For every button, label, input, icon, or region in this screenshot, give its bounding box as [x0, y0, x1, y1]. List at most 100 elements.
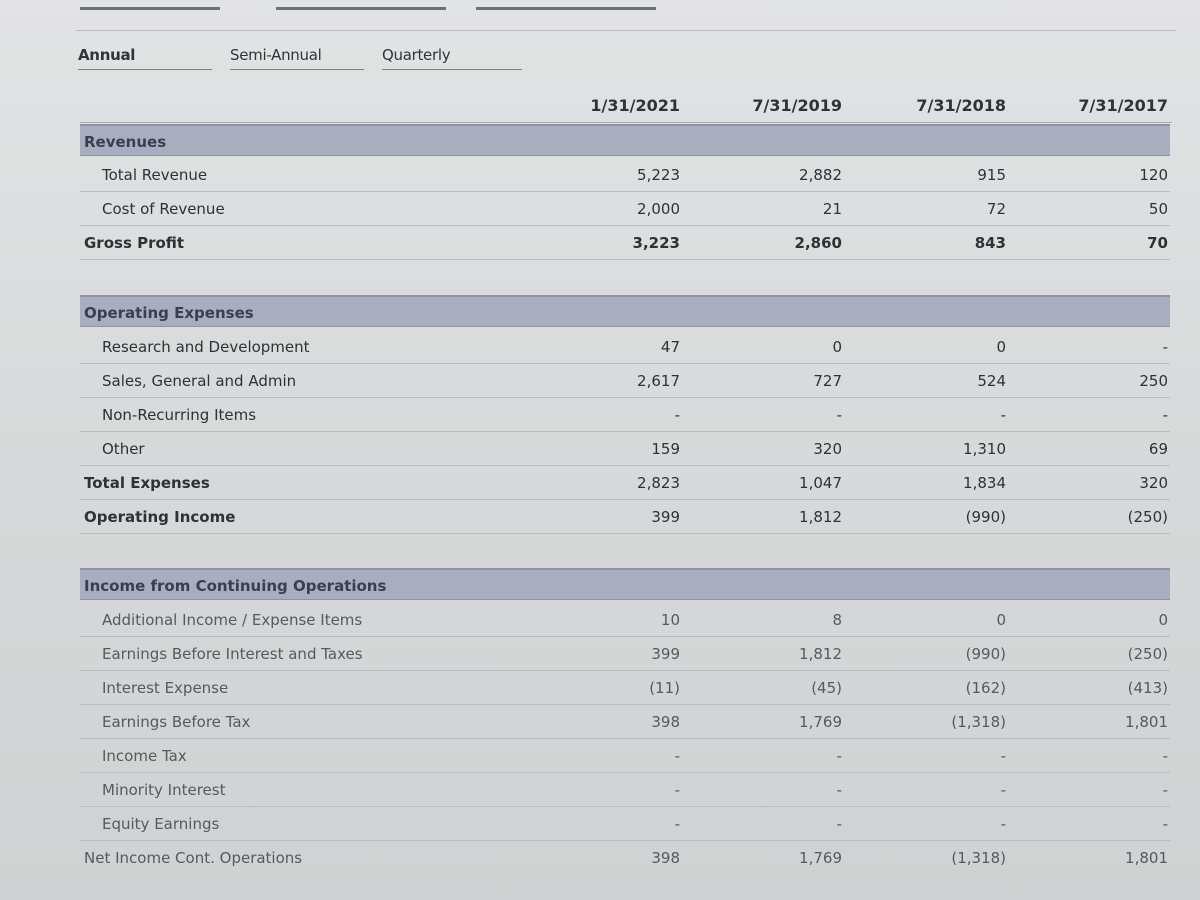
cell-value: 72 [986, 200, 1006, 218]
row-label: Total Expenses [84, 474, 210, 492]
section-title: Revenues [84, 133, 167, 151]
row-label: Gross Profit [84, 234, 185, 252]
cell-value: 2,860 [794, 234, 842, 252]
cell-value: 524 [977, 372, 1006, 390]
row-label: Interest Expense [102, 679, 229, 697]
cell-value: - [836, 781, 842, 799]
table-row-interest-expense: Interest Expense (11) (45) (162) (413) [80, 671, 1170, 705]
row-label: Earnings Before Interest and Taxes [102, 645, 363, 663]
row-label: Net Income Cont. Operations [84, 849, 303, 867]
top-tab-2[interactable] [276, 0, 446, 10]
table-row-income-tax: Income Tax - - - - [80, 739, 1170, 773]
header-divider [80, 122, 1172, 123]
divider [76, 30, 1176, 31]
cell-value: 915 [977, 166, 1006, 184]
section-header-operating-expenses: Operating Expenses [80, 295, 1170, 327]
cell-value: 2,000 [637, 200, 680, 218]
row-label: Earnings Before Tax [102, 713, 251, 731]
column-header-3: 7/31/2018 [916, 96, 1006, 115]
cell-value: 1,769 [799, 713, 842, 731]
cell-value: (990) [965, 508, 1006, 526]
cell-value: 320 [1139, 474, 1168, 492]
row-label: Income Tax [102, 747, 187, 765]
cell-value: - [1162, 338, 1168, 356]
top-tab-1[interactable] [80, 0, 220, 10]
cell-value: 159 [651, 440, 680, 458]
cell-value: - [836, 747, 842, 765]
row-label: Sales, General and Admin [102, 372, 297, 390]
cell-value: - [836, 406, 842, 424]
tab-quarterly[interactable]: Quarterly [382, 44, 522, 70]
cell-value: 10 [660, 611, 680, 629]
top-tab-3[interactable] [476, 0, 656, 10]
table-row-cost-of-revenue: Cost of Revenue 2,000 21 72 50 [80, 192, 1170, 226]
table-row-earnings-before-tax: Earnings Before Tax 398 1,769 (1,318) 1,… [80, 705, 1170, 739]
cell-value: - [674, 747, 680, 765]
table-row-total-expenses: Total Expenses 2,823 1,047 1,834 320 [80, 466, 1170, 500]
cell-value: (45) [811, 679, 842, 697]
cell-value: (11) [649, 679, 680, 697]
table-row-ebit: Earnings Before Interest and Taxes 399 1… [80, 637, 1170, 671]
cell-value: - [1162, 747, 1168, 765]
section-title: Income from Continuing Operations [84, 577, 387, 595]
cell-value: 320 [813, 440, 842, 458]
cell-value: 1,047 [799, 474, 842, 492]
cell-value: 1,834 [963, 474, 1006, 492]
tab-semi-annual[interactable]: Semi-Annual [230, 44, 364, 70]
table-row-additional-income: Additional Income / Expense Items 10 8 0… [80, 603, 1170, 637]
cell-value: (1,318) [951, 849, 1006, 867]
cell-value: 5,223 [637, 166, 680, 184]
cell-value: 399 [651, 508, 680, 526]
cell-value: 1,769 [799, 849, 842, 867]
cell-value: 120 [1139, 166, 1168, 184]
cell-value: 1,801 [1125, 713, 1168, 731]
table-row-non-recurring: Non-Recurring Items - - - - [80, 398, 1170, 432]
cell-value: - [674, 815, 680, 833]
cell-value: 727 [813, 372, 842, 390]
table-row-gross-profit: Gross Profit 3,223 2,860 843 70 [80, 226, 1170, 260]
cell-value: - [1162, 406, 1168, 424]
cell-value: - [1000, 781, 1006, 799]
table-row-sga: Sales, General and Admin 2,617 727 524 2… [80, 364, 1170, 398]
cell-value: 50 [1148, 200, 1168, 218]
cell-value: 399 [651, 645, 680, 663]
cell-value: 70 [1147, 234, 1168, 252]
cell-value: - [1162, 781, 1168, 799]
section-title: Operating Expenses [84, 304, 254, 322]
row-label: Total Revenue [102, 166, 208, 184]
cell-value: (990) [965, 645, 1006, 663]
row-label: Equity Earnings [102, 815, 220, 833]
cell-value: 3,223 [632, 234, 680, 252]
cell-value: 0 [996, 338, 1006, 356]
section-header-revenues: Revenues [80, 124, 1170, 156]
cell-value: - [836, 815, 842, 833]
cell-value: 250 [1139, 372, 1168, 390]
cell-value: (162) [965, 679, 1006, 697]
table-row-total-revenue: Total Revenue 5,223 2,882 915 120 [80, 158, 1170, 192]
cell-value: (413) [1127, 679, 1168, 697]
cell-value: 0 [832, 338, 842, 356]
cell-value: 1,310 [963, 440, 1006, 458]
table-row-operating-income: Operating Income 399 1,812 (990) (250) [80, 500, 1170, 534]
section-header-continuing-operations: Income from Continuing Operations [80, 568, 1170, 600]
table-row-net-income: Net Income Cont. Operations 398 1,769 (1… [80, 841, 1170, 875]
cell-value: 2,617 [637, 372, 680, 390]
cell-value: 843 [974, 234, 1006, 252]
row-label: Other [102, 440, 145, 458]
cell-value: - [674, 406, 680, 424]
cell-value: - [674, 781, 680, 799]
cell-value: 2,882 [799, 166, 842, 184]
table-row-equity-earnings: Equity Earnings - - - - [80, 807, 1170, 841]
column-header-2: 7/31/2019 [752, 96, 842, 115]
table-row-minority-interest: Minority Interest - - - - [80, 773, 1170, 807]
tab-annual[interactable]: Annual [78, 44, 212, 70]
cell-value: 1,812 [799, 508, 842, 526]
cell-value: 69 [1148, 440, 1168, 458]
cell-value: 8 [832, 611, 842, 629]
table-row-other: Other 159 320 1,310 69 [80, 432, 1170, 466]
cell-value: - [1162, 815, 1168, 833]
cell-value: (250) [1127, 508, 1168, 526]
cell-value: 1,812 [799, 645, 842, 663]
row-label: Operating Income [84, 508, 236, 526]
